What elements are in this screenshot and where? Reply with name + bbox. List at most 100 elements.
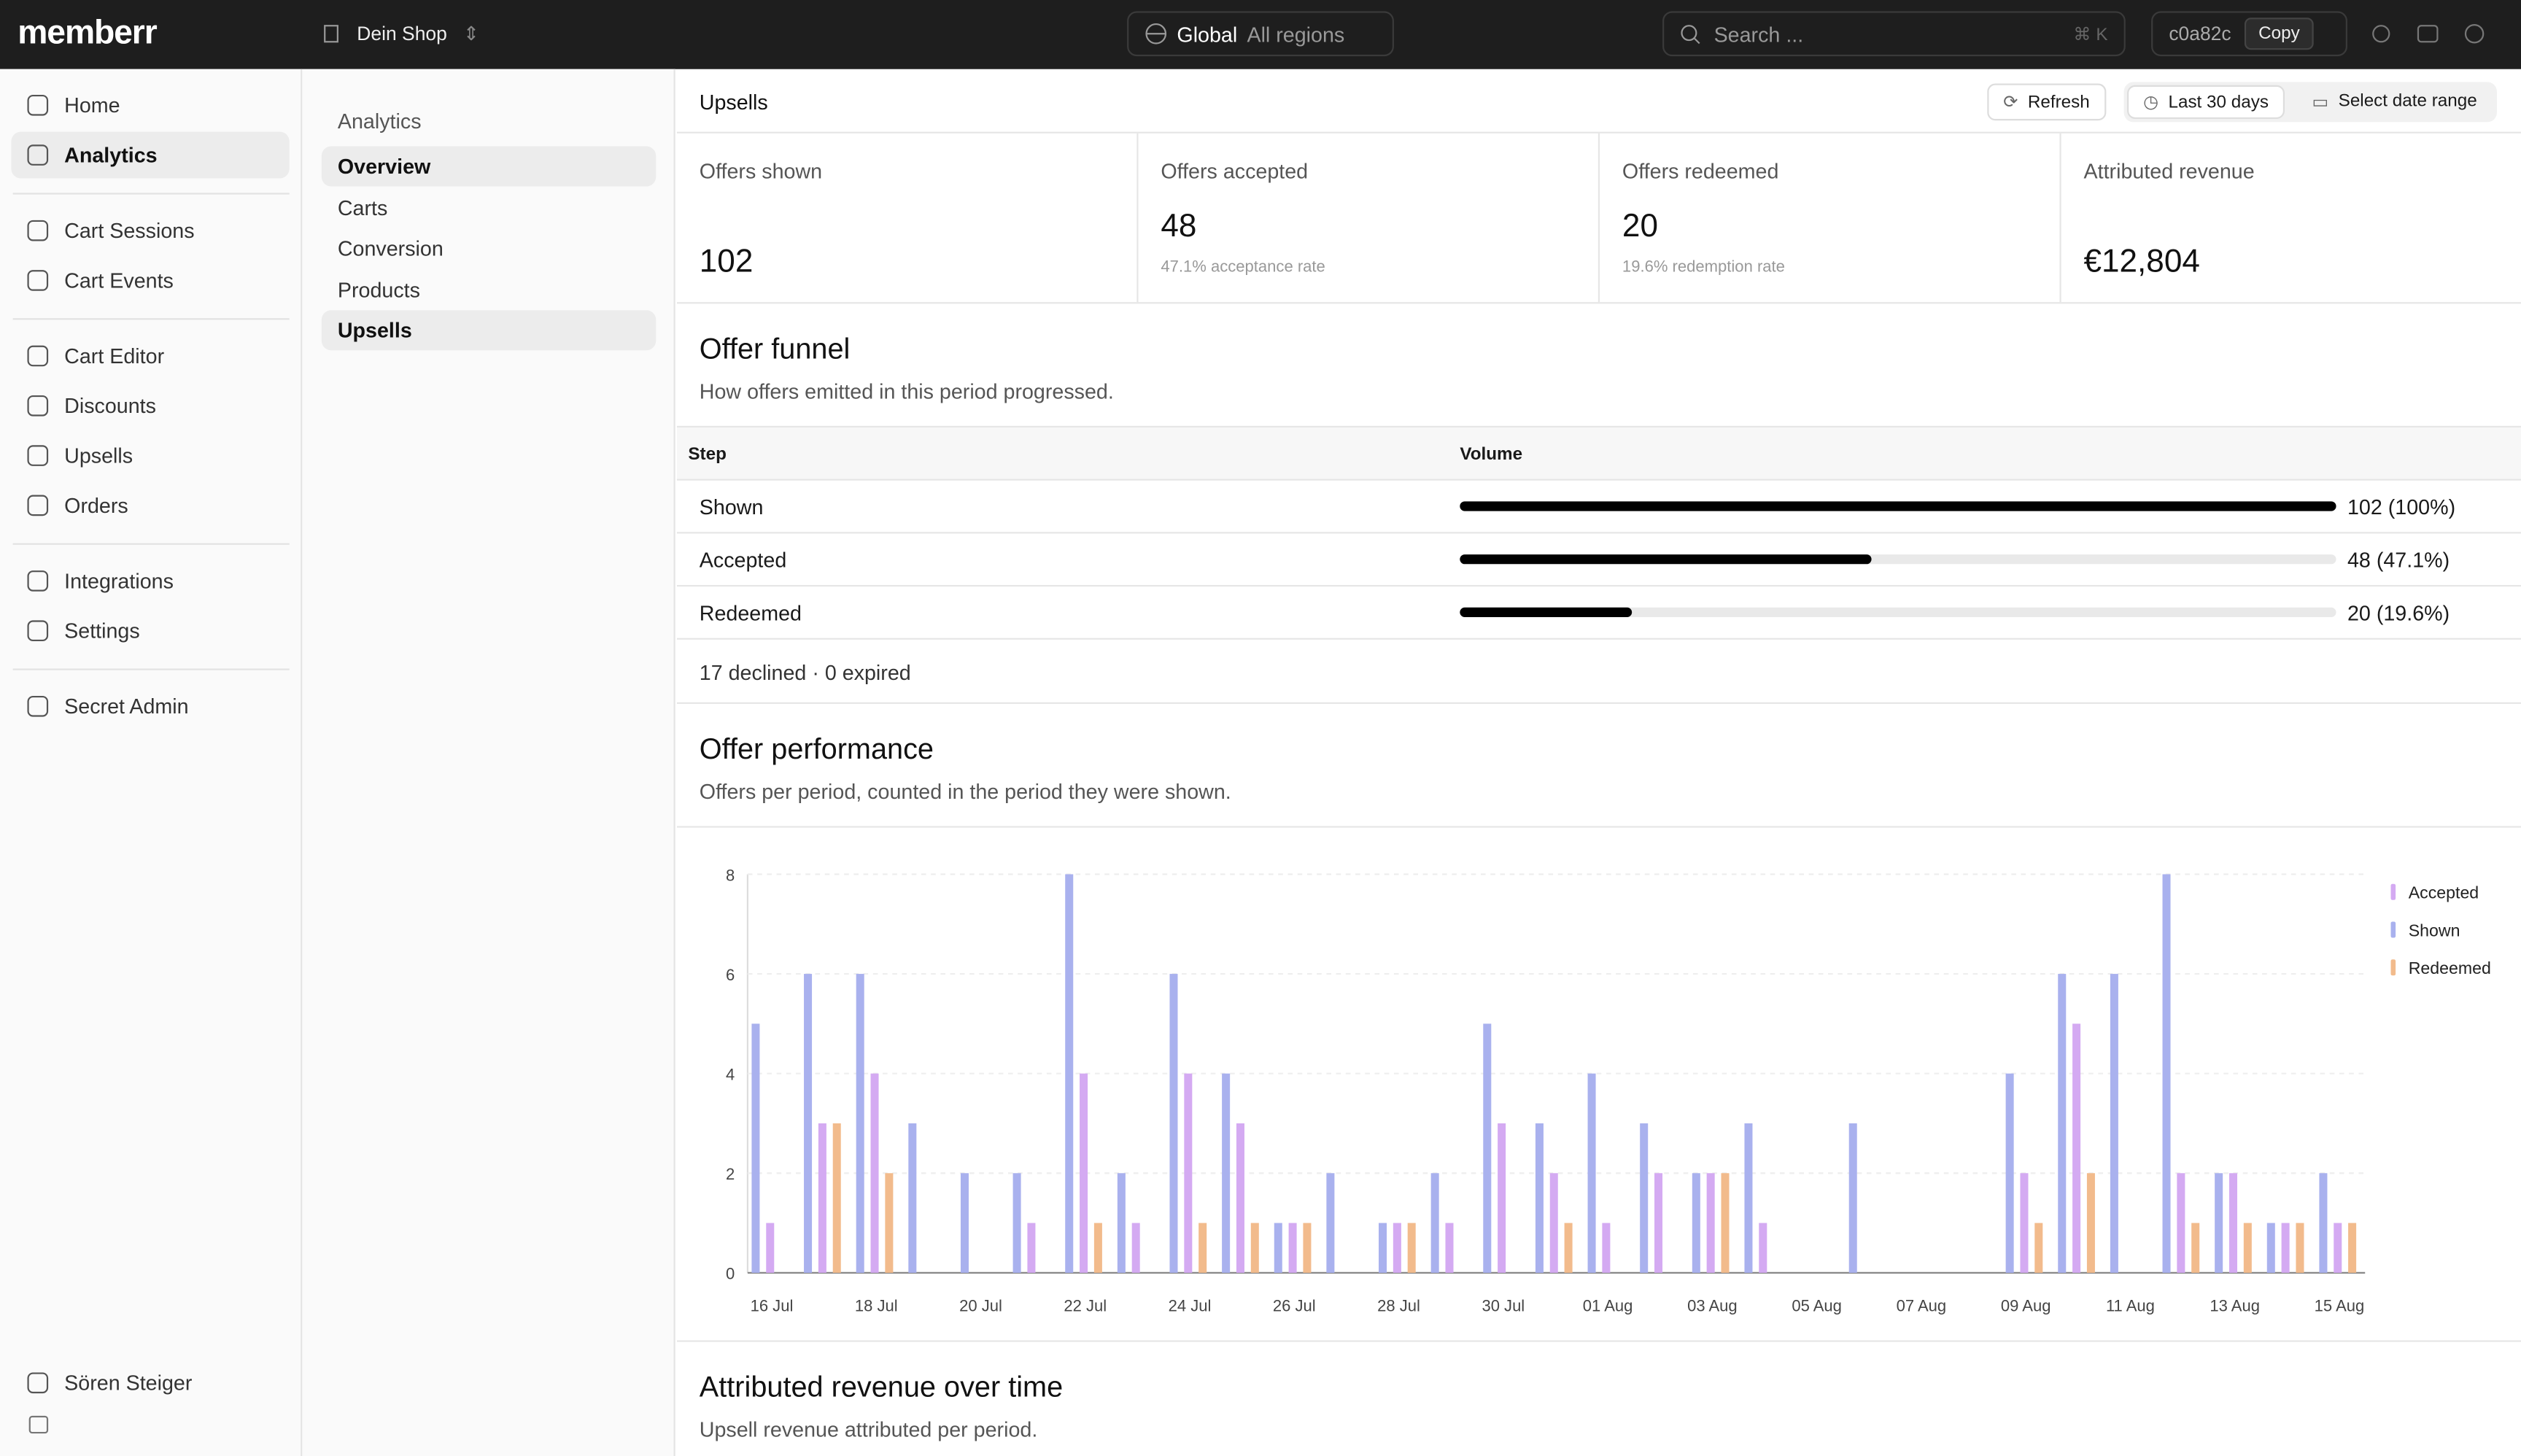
value-label: 48 (47.1%) [2347,547,2450,572]
calendar-icon: ▭ [2312,93,2329,113]
chart: 0 2 4 6 8 16 Jul 18 Jul 20 Jul 22 Jul 24 Jul 26 Ju… [726,866,2491,1315]
funnel-title: Offer funnel [699,333,851,365]
nav-item[interactable]: Settings [11,608,289,654]
bar [2266,1223,2275,1273]
header-icons[interactable] [2370,23,2498,45]
bar [960,1173,969,1273]
metric-label: Offers shown [699,159,823,184]
collapse-button[interactable] [28,1415,49,1434]
nav-label: Cart Events [64,268,174,293]
shortcut: ⌘ K [2073,25,2108,44]
nav-item[interactable]: Orders [11,482,289,529]
x-tick-label: 01 Aug [1583,1297,1633,1315]
bar-track [1460,501,2336,511]
subnav-title: Analytics [337,109,422,133]
bar [1222,1073,1231,1273]
funnel-footer-text: 17 declined · 0 expired [699,660,911,685]
bar [908,1123,917,1273]
subnav-item[interactable]: Conversion [337,236,444,260]
bar [1564,1223,1573,1273]
sidebar: Home Analytics Cart Sessions Cart Events Car… [0,69,303,1456]
metric-label: Offers accepted [1161,159,1309,184]
metrics: Offers shown 102 Offers accepted 48 47.1% ac… [676,133,2521,304]
nav-item[interactable]: Discounts [11,382,289,429]
bar [2020,1173,2029,1273]
nav-icon [27,1372,49,1394]
nav-item[interactable]: Cart Editor [11,333,289,379]
nav-icon [27,395,49,417]
funnel-rows: Shown 102 (100%) Accepted 48 (47.1%) Redeeme… [676,481,2521,640]
x-tick-label: 28 Jul [1377,1297,1420,1315]
search[interactable]: Search ... ⌘ K [1662,11,2126,57]
user-name: Sören Steiger [64,1371,193,1395]
x-tick-label: 03 Aug [1687,1297,1738,1315]
copy-button[interactable]: Copy [2244,18,2315,50]
bar [1483,1023,1492,1273]
subnav-item[interactable]: Upsells [321,310,657,351]
subnav-item[interactable]: Overview [321,146,657,187]
x-tick-label: 05 Aug [1792,1297,1842,1315]
bar [1117,1173,1126,1273]
chevron: ⇕ [462,22,480,45]
step-name: Redeemed [699,600,802,624]
metric-card: Attributed revenue €12,804 [2061,133,2521,302]
shop-icon [324,25,338,43]
step-name: Accepted [699,547,787,572]
region-picker[interactable]: Global All regions [1127,11,1394,57]
funnel-table-header: Step Volume [676,427,2521,481]
bar [870,1073,879,1273]
subnav-item[interactable]: Carts [337,195,388,220]
refresh-button[interactable]: ⟳ Refresh [1987,83,2106,121]
x-tick-label: 13 Aug [2210,1297,2260,1315]
nav-item[interactable]: Upsells [11,433,289,479]
nav-item[interactable]: Integrations [11,557,289,604]
nav-icon [27,270,49,291]
nav-item[interactable]: Home [11,82,289,128]
subnav-item[interactable]: Products [337,277,420,302]
metric-note: 19.6% redemption rate [1622,258,1785,276]
bar [2005,1073,2014,1273]
funnel-row: Accepted 48 (47.1%) [676,533,2521,587]
x-tick-label: 11 Aug [2106,1297,2155,1315]
bar [804,974,813,1273]
nav-item[interactable]: Cart Sessions [11,207,289,254]
bar [1093,1223,1102,1273]
bar [2072,1023,2081,1273]
period-label: Last 30 days [2168,92,2269,112]
bar [766,1223,775,1273]
nav-icon [27,695,49,717]
icon-shape [27,220,49,241]
bar [1759,1223,1767,1273]
bar [2334,1223,2342,1273]
range-button[interactable]: ▭ Select date range [2312,92,2477,113]
bar [2191,1223,2200,1273]
user[interactable]: Sören Steiger [11,1360,289,1406]
column-header: Step [688,445,727,465]
bar [1080,1073,1088,1273]
nav-icon [27,94,49,116]
shop-switcher[interactable]: Dein Shop ⇕ [322,23,479,45]
bar [751,1023,760,1273]
legend-swatch [2390,883,2396,900]
nav-item[interactable]: Secret Admin [11,683,289,729]
funnel-row: Redeemed 20 (19.6%) [676,586,2521,640]
bar [2034,1223,2043,1273]
nav-item[interactable]: Cart Events [11,257,289,303]
bar [1535,1123,1544,1273]
y-tick-label: 8 [726,866,735,884]
icon-shape [27,445,49,466]
bar [1131,1223,1140,1273]
value-label: 102 (100%) [2347,494,2456,519]
separator [12,543,290,545]
logo[interactable]: memberr [18,14,158,52]
period-button[interactable]: ◷ Last 30 days [2127,85,2285,120]
performance-header: Offer performance Offers per period, cou… [676,704,2521,828]
nav-item[interactable]: Analytics [11,131,290,179]
icon-shape [27,695,49,717]
bar-track [1460,554,2336,565]
icon-shape [27,94,49,116]
legend-swatch [2390,921,2396,938]
search-placeholder: Search ... [1713,21,1804,46]
bar [2228,1173,2238,1273]
icon-shape [27,345,49,367]
